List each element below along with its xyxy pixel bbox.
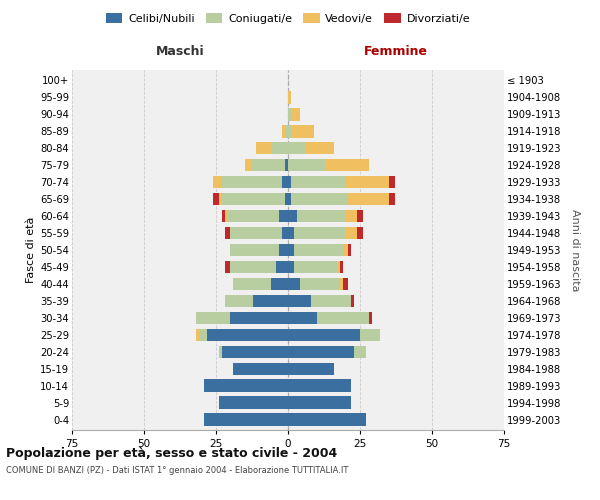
Bar — [343, 278, 349, 290]
Bar — [389, 176, 395, 188]
Bar — [245, 158, 251, 172]
Bar — [288, 328, 360, 342]
Bar — [230, 260, 277, 274]
Bar — [343, 244, 349, 256]
Bar — [288, 396, 352, 409]
Bar — [271, 142, 288, 154]
Bar — [288, 192, 291, 205]
Bar — [357, 210, 363, 222]
Bar — [291, 176, 346, 188]
Bar — [311, 294, 352, 308]
Bar — [346, 210, 357, 222]
Bar — [288, 362, 334, 375]
Bar — [233, 278, 271, 290]
Bar — [305, 142, 334, 154]
Bar — [230, 244, 280, 256]
Bar — [227, 210, 280, 222]
Bar — [222, 192, 285, 205]
Bar — [296, 210, 346, 222]
Bar — [288, 210, 296, 222]
Bar — [224, 260, 230, 274]
Bar — [317, 312, 368, 324]
Y-axis label: Fasce di età: Fasce di età — [26, 217, 36, 283]
Bar — [288, 91, 291, 104]
Bar — [288, 278, 299, 290]
Bar — [288, 142, 305, 154]
Bar — [288, 125, 291, 138]
Text: Popolazione per età, sesso e stato civile - 2004: Popolazione per età, sesso e stato civil… — [6, 448, 337, 460]
Bar — [288, 176, 291, 188]
Bar — [352, 294, 354, 308]
Bar — [199, 328, 208, 342]
Bar — [294, 226, 346, 239]
Bar — [291, 125, 314, 138]
Bar — [230, 226, 282, 239]
Text: COMUNE DI BANZI (PZ) - Dati ISTAT 1° gennaio 2004 - Elaborazione TUTTITALIA.IT: COMUNE DI BANZI (PZ) - Dati ISTAT 1° gen… — [6, 466, 349, 475]
Bar — [285, 192, 288, 205]
Bar — [354, 346, 366, 358]
Bar — [288, 414, 366, 426]
Bar — [282, 176, 288, 188]
Bar — [349, 192, 389, 205]
Bar — [224, 210, 227, 222]
Bar — [222, 346, 288, 358]
Bar — [213, 192, 219, 205]
Bar — [208, 328, 288, 342]
Bar — [288, 380, 352, 392]
Text: Maschi: Maschi — [155, 45, 205, 58]
Bar — [196, 312, 230, 324]
Bar — [294, 244, 343, 256]
Bar — [282, 125, 285, 138]
Bar — [271, 278, 288, 290]
Y-axis label: Anni di nascita: Anni di nascita — [569, 209, 580, 291]
Bar — [213, 176, 222, 188]
Bar — [230, 312, 288, 324]
Legend: Celibi/Nubili, Coniugati/e, Vedovi/e, Divorziati/e: Celibi/Nubili, Coniugati/e, Vedovi/e, Di… — [101, 9, 475, 29]
Bar — [340, 260, 343, 274]
Bar — [219, 192, 222, 205]
Bar — [224, 294, 253, 308]
Bar — [291, 192, 349, 205]
Bar — [288, 346, 354, 358]
Bar — [288, 312, 317, 324]
Bar — [219, 396, 288, 409]
Bar — [277, 260, 288, 274]
Bar — [285, 158, 288, 172]
Bar — [337, 260, 340, 274]
Bar — [205, 380, 288, 392]
Bar — [233, 362, 288, 375]
Bar — [256, 142, 271, 154]
Bar — [222, 210, 224, 222]
Bar — [224, 226, 230, 239]
Bar — [280, 244, 288, 256]
Bar — [251, 158, 285, 172]
Bar — [288, 294, 311, 308]
Bar — [219, 346, 222, 358]
Bar — [349, 244, 352, 256]
Bar — [288, 158, 325, 172]
Bar — [280, 210, 288, 222]
Bar — [360, 328, 380, 342]
Bar — [288, 244, 294, 256]
Bar — [288, 260, 294, 274]
Bar — [294, 260, 337, 274]
Bar — [346, 226, 357, 239]
Bar — [285, 125, 288, 138]
Bar — [196, 328, 199, 342]
Bar — [288, 226, 294, 239]
Bar — [357, 226, 363, 239]
Bar — [340, 278, 343, 290]
Bar — [368, 312, 371, 324]
Bar — [346, 176, 389, 188]
Text: Femmine: Femmine — [364, 45, 428, 58]
Bar — [222, 176, 282, 188]
Bar — [389, 192, 395, 205]
Bar — [291, 108, 299, 120]
Bar — [325, 158, 368, 172]
Bar — [282, 226, 288, 239]
Bar — [299, 278, 340, 290]
Bar — [253, 294, 288, 308]
Bar — [288, 108, 291, 120]
Bar — [205, 414, 288, 426]
